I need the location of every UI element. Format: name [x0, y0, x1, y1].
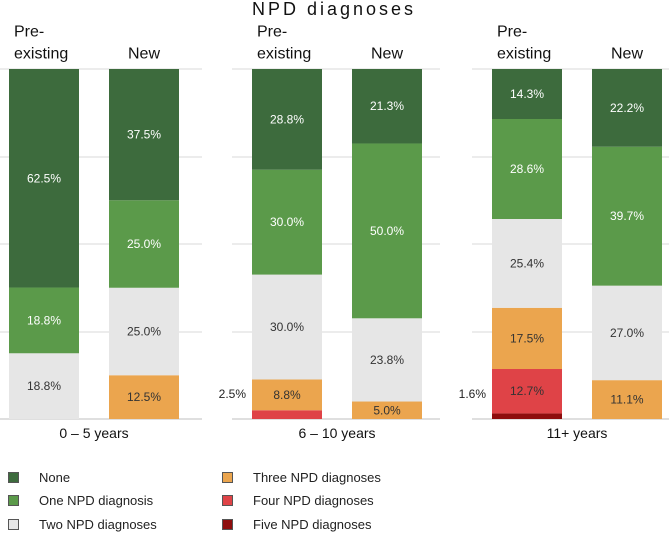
- bar-segment-none: [492, 69, 562, 119]
- bar-segment-none: [109, 69, 179, 201]
- outside-data-label: 2.5%: [219, 387, 247, 401]
- data-label-three: 17.5%: [510, 331, 544, 345]
- data-label-none: 22.2%: [610, 101, 644, 115]
- bar-label-existing: existing: [257, 46, 311, 63]
- bar-segment-three: [252, 379, 322, 411]
- bar-segment-two: [492, 219, 562, 308]
- bar-segment-one: [352, 143, 422, 319]
- data-label-three: 5.0%: [373, 403, 401, 417]
- bar-segment-three: [109, 375, 179, 419]
- bar-label-pre: Pre-: [14, 24, 44, 41]
- bar-segment-three: [592, 380, 662, 419]
- data-label-two: 18.8%: [27, 379, 61, 393]
- data-label-one: 28.6%: [510, 162, 544, 176]
- group-label: 11+ years: [547, 425, 608, 441]
- bar-segment-one: [252, 169, 322, 275]
- bar-label-existing: existing: [497, 46, 551, 63]
- bar-segment-four: [492, 369, 562, 414]
- data-label-three: 11.1%: [610, 393, 643, 407]
- data-label-two: 27.0%: [610, 326, 644, 340]
- data-label-one: 50.0%: [370, 224, 404, 238]
- bar-segment-two: [9, 353, 79, 419]
- data-label-two: 23.8%: [370, 353, 404, 367]
- data-label-three: 12.5%: [127, 390, 161, 404]
- data-label-one: 25.0%: [127, 237, 161, 251]
- data-label-three: 8.8%: [273, 388, 301, 402]
- data-label-four: 12.7%: [510, 384, 544, 398]
- data-label-two: 25.0%: [127, 325, 161, 339]
- bar-segment-two: [352, 318, 422, 402]
- data-label-none: 28.8%: [270, 112, 304, 126]
- data-label-one: 30.0%: [270, 215, 304, 229]
- bar-segment-five: [492, 413, 562, 419]
- bar-segment-none: [252, 69, 322, 170]
- data-label-one: 39.7%: [610, 209, 644, 223]
- bar-label-pre: Pre-: [497, 24, 527, 41]
- outside-data-label: 1.6%: [459, 387, 487, 401]
- bar-segment-two: [592, 285, 662, 381]
- bar-segment-three: [352, 401, 422, 419]
- bar-segment-four: [252, 410, 322, 419]
- bar-label-pre: Pre-: [257, 24, 287, 41]
- bar-label-new: New: [371, 46, 403, 63]
- bar-segment-one: [109, 200, 179, 288]
- bar-segment-one: [592, 146, 662, 286]
- data-label-none: 62.5%: [27, 171, 61, 185]
- bar-segment-none: [9, 69, 79, 288]
- bar-segment-two: [109, 287, 179, 376]
- data-label-none: 14.3%: [510, 87, 544, 101]
- data-label-two: 25.4%: [510, 256, 544, 270]
- data-label-none: 37.5%: [127, 128, 161, 142]
- bar-segment-two: [252, 274, 322, 380]
- bar-label-existing: existing: [14, 46, 68, 63]
- data-label-none: 21.3%: [370, 99, 404, 113]
- group-label: 0 – 5 years: [59, 425, 128, 441]
- data-label-two: 30.0%: [270, 320, 304, 334]
- bar-label-new: New: [128, 46, 160, 63]
- bar-segment-none: [592, 69, 662, 147]
- bar-segment-one: [492, 119, 562, 219]
- group-label: 6 – 10 years: [298, 425, 375, 441]
- data-label-one: 18.8%: [27, 313, 61, 327]
- bar-segment-three: [492, 307, 562, 369]
- bar-segment-one: [9, 287, 79, 354]
- bar-label-new: New: [611, 46, 643, 63]
- chart-title: NPD diagnoses: [252, 0, 416, 19]
- bar-segment-none: [352, 69, 422, 144]
